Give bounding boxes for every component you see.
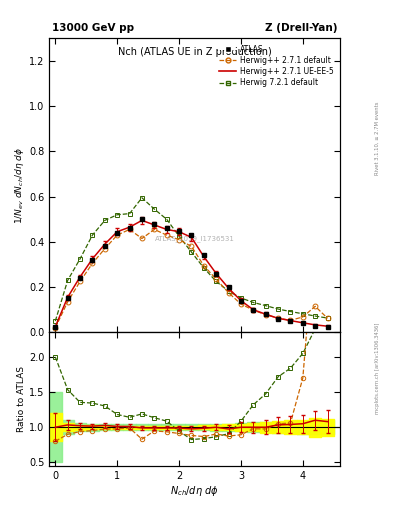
Text: mcplots.cern.ch [arXiv:1306.3436]: mcplots.cern.ch [arXiv:1306.3436] [375, 323, 380, 414]
Text: 13000 GeV pp: 13000 GeV pp [52, 23, 134, 33]
Text: Z (Drell-Yan): Z (Drell-Yan) [264, 23, 337, 33]
X-axis label: $N_{ch}/d\eta\ d\phi$: $N_{ch}/d\eta\ d\phi$ [170, 483, 219, 498]
Legend: ATLAS, Herwig++ 2.7.1 default, Herwig++ 2.7.1 UE-EE-5, Herwig 7.2.1 default: ATLAS, Herwig++ 2.7.1 default, Herwig++ … [217, 42, 336, 90]
Text: Nch (ATLAS UE in Z production): Nch (ATLAS UE in Z production) [118, 47, 272, 57]
Text: Rivet 3.1.10, ≥ 2.7M events: Rivet 3.1.10, ≥ 2.7M events [375, 101, 380, 175]
Y-axis label: Ratio to ATLAS: Ratio to ATLAS [17, 366, 26, 432]
Text: ATLAS_2019_I1736531: ATLAS_2019_I1736531 [154, 235, 235, 242]
Y-axis label: $1/N_{ev}\ dN_{ch}/d\eta\ d\phi$: $1/N_{ev}\ dN_{ch}/d\eta\ d\phi$ [13, 147, 26, 224]
